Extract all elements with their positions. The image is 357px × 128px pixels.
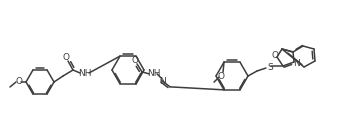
Text: S: S	[267, 62, 273, 72]
Text: O: O	[272, 51, 278, 61]
Text: N: N	[293, 58, 300, 67]
Text: O: O	[131, 56, 139, 65]
Text: O: O	[62, 54, 70, 62]
Text: O: O	[15, 77, 22, 87]
Text: NH: NH	[147, 69, 161, 78]
Text: N: N	[159, 77, 165, 86]
Text: NH: NH	[78, 68, 92, 77]
Text: O: O	[217, 72, 225, 81]
